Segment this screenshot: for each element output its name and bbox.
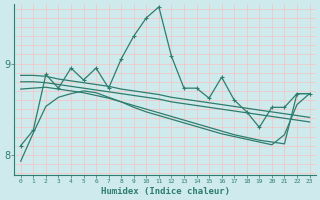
X-axis label: Humidex (Indice chaleur): Humidex (Indice chaleur) bbox=[101, 187, 230, 196]
